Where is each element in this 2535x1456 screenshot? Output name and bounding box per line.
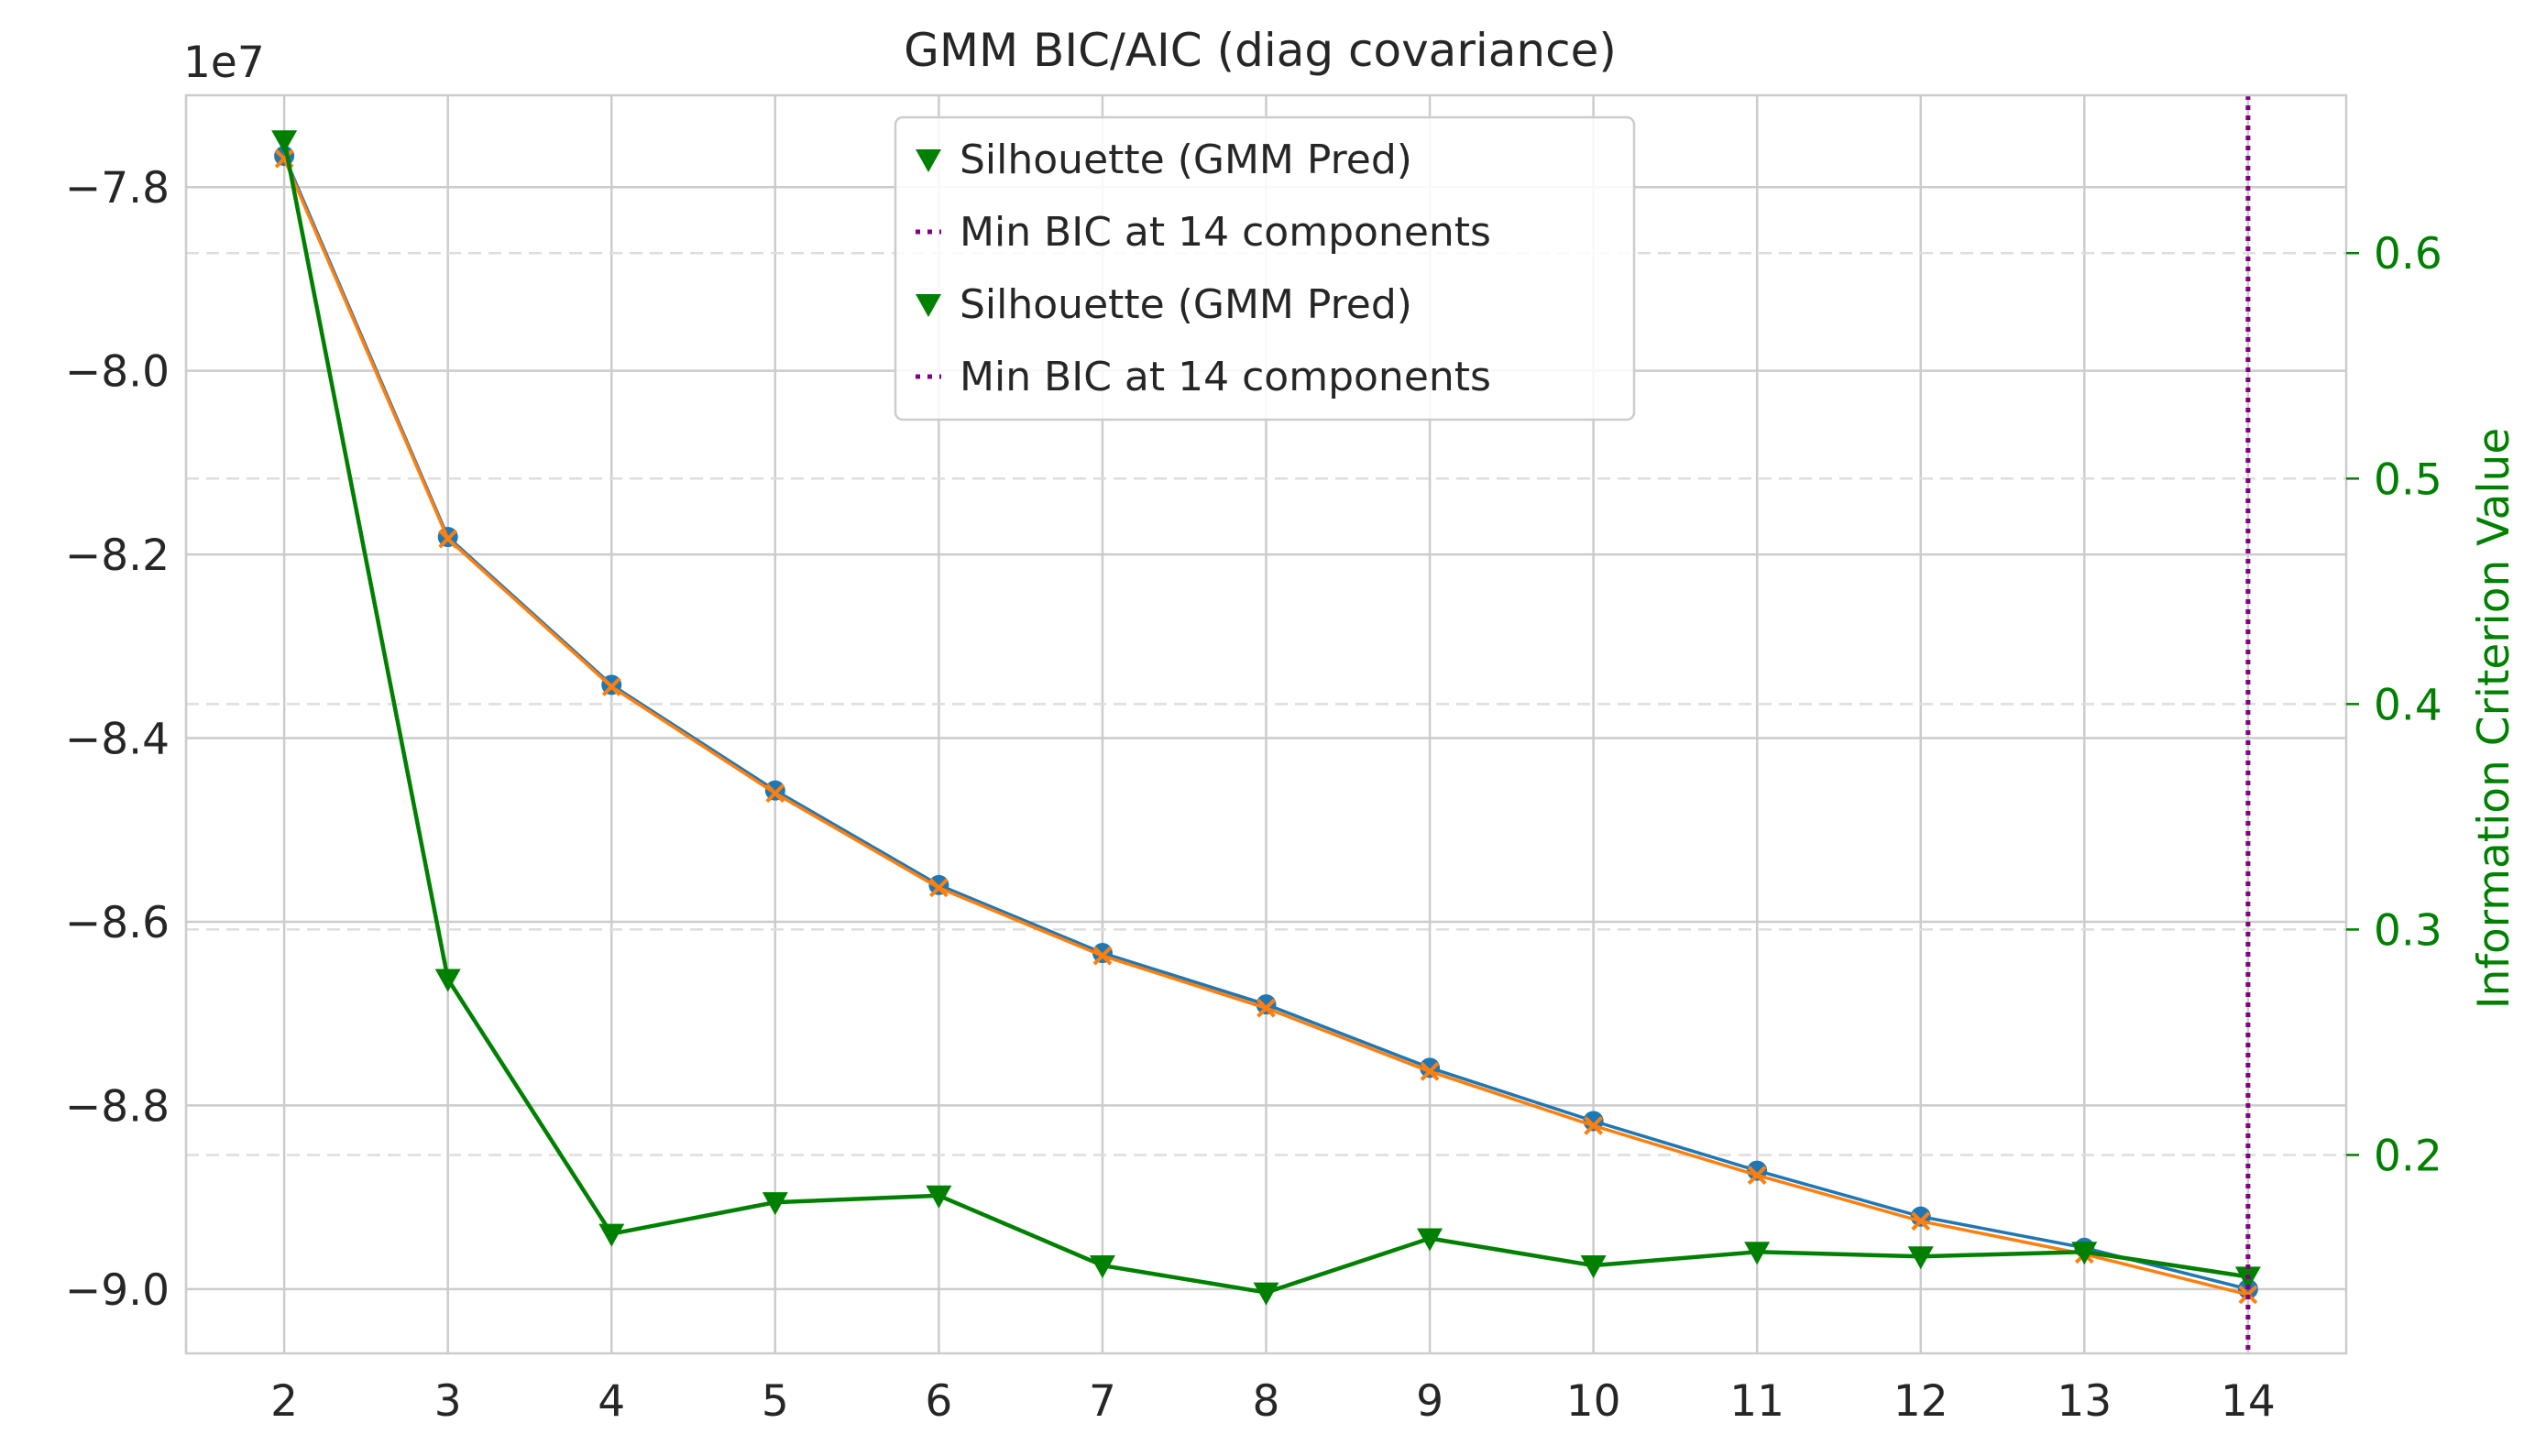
x-tick-label: 14 [2221,1376,2276,1427]
data-point [1580,1255,1607,1279]
data-point [601,676,621,696]
frame-layer [184,93,2348,1355]
y-axis-offset-label: 1e7 [183,38,265,88]
data-point [1584,1116,1604,1135]
data-point [1911,1211,1931,1232]
data-point [438,529,458,549]
data-point [1092,946,1113,966]
legend-label: Min BIC at 14 components [960,209,1491,256]
y-tick-label: −7.8 [65,163,170,213]
data-point [1417,1228,1443,1252]
y-tick-label: −8.4 [65,715,170,765]
legend-label: Silhouette (GMM Pred) [960,281,1412,328]
series-layer [271,130,2261,1306]
data-point [762,1192,788,1216]
legend-marker-triangle [916,294,941,317]
data-point [1257,998,1276,1018]
x-tick-label: 9 [1416,1376,1443,1427]
y-tick-label: −8.8 [65,1081,170,1132]
y-tick-label: −8.2 [65,531,170,581]
data-point [1907,1246,1934,1270]
data-point [1253,1282,1279,1306]
x-tick-label: 7 [1089,1376,1116,1427]
y-right-tick-label: 0.5 [2374,454,2442,505]
y-tick-label: −8.0 [65,347,170,398]
data-point [1744,1242,1771,1265]
data-point [1747,1166,1767,1185]
legend-box [894,115,1636,421]
data-point [434,969,461,992]
legend-marker-triangle [916,149,941,172]
plot-frame [184,93,2348,1355]
x-tick-label: 5 [762,1376,789,1427]
x-tick-label: 8 [1253,1376,1280,1427]
ticks-layer: 2 3 4 5 6 7 8 9 10 11 12 13 14 −7.8 −8.0 −8.2 −8.4 −8.6 −8… [65,163,2442,1427]
data-point [598,1223,625,1247]
data-point [1089,1255,1115,1279]
y-right-tick-label: 0.2 [2374,1131,2442,1181]
data-point [2238,1285,2258,1305]
legend-label: Min BIC at 14 components [960,354,1491,400]
y-right-tick-label: 0.3 [2374,905,2442,956]
y-right-tick-label: 0.6 [2374,229,2442,279]
x-tick-label: 4 [598,1376,625,1427]
data-point [765,783,785,804]
chart-title: GMM BIC/AIC (diag covariance) [904,24,1617,77]
x-tick-label: 11 [1729,1376,1784,1427]
data-point [928,878,949,898]
data-point [1420,1061,1440,1081]
y-right-tick-label: 0.4 [2374,680,2442,730]
legend: Silhouette (GMM Pred) Min BIC at 14 compo… [894,115,1636,421]
x-tick-label: 13 [2057,1376,2112,1427]
data-point [271,130,298,154]
x-tick-label: 6 [925,1376,952,1427]
x-tick-label: 12 [1893,1376,1948,1427]
x-tick-label: 2 [270,1376,298,1427]
right-axis-label: Information Criterion Value [2469,428,2519,1009]
y-tick-label: −9.0 [65,1265,170,1316]
data-point [926,1185,952,1209]
y-tick-label: −8.6 [65,898,170,948]
data-point [2071,1242,2098,1265]
x-tick-label: 10 [1566,1376,1621,1427]
x-tick-label: 3 [434,1376,462,1427]
legend-label: Silhouette (GMM Pred) [960,137,1412,183]
